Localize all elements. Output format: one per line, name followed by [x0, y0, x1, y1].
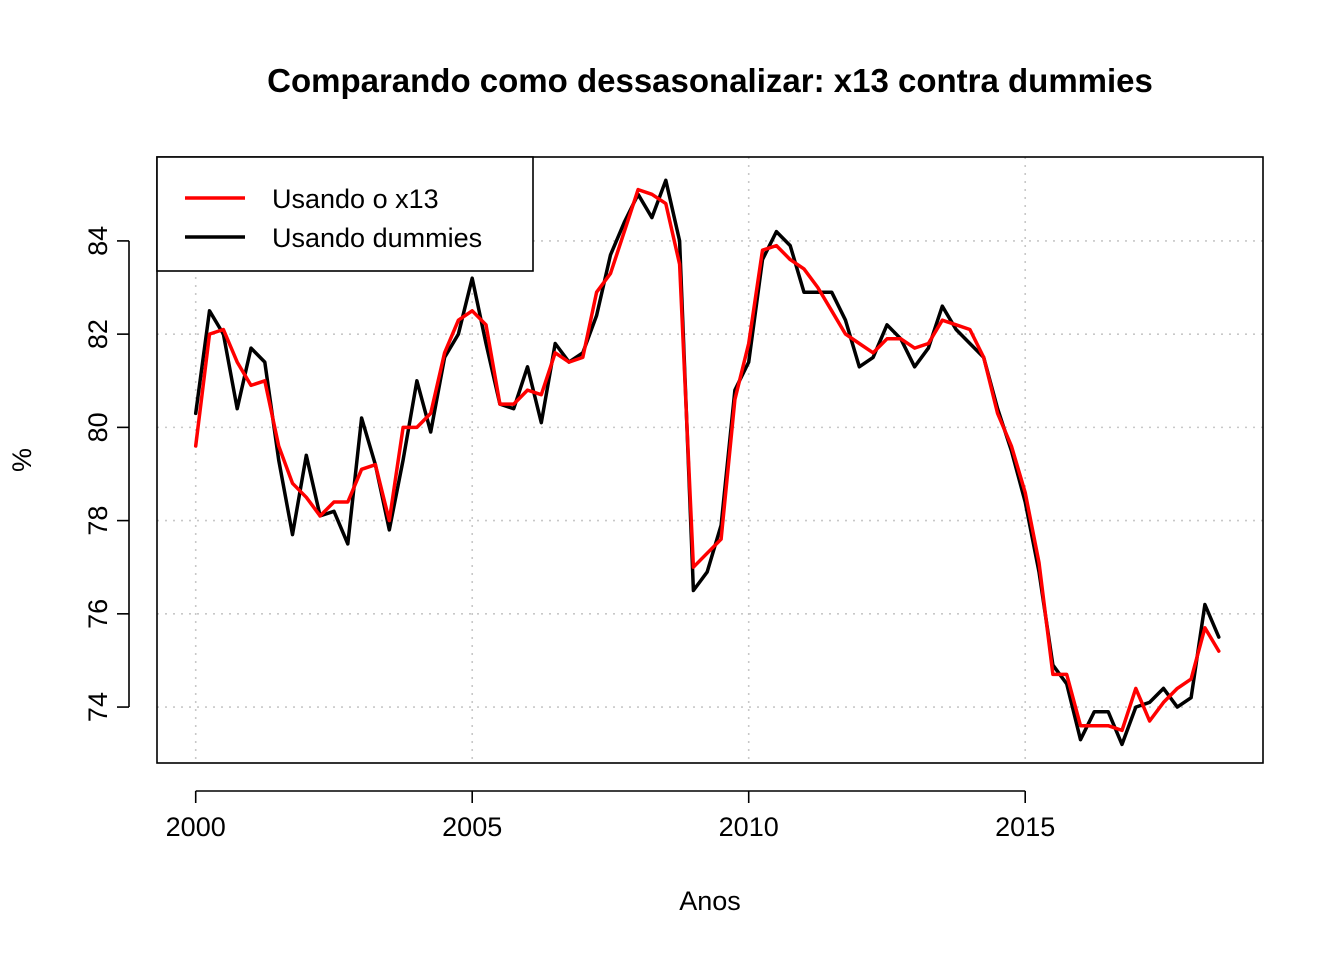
- x-tick-label: 2000: [166, 812, 226, 842]
- x-tick-label: 2005: [442, 812, 502, 842]
- y-tick-label: 82: [83, 319, 113, 349]
- x-axis-label: Anos: [679, 886, 741, 916]
- grid: [157, 157, 1263, 763]
- legend: Usando o x13 Usando dummies: [156, 156, 534, 272]
- y-axis-label: %: [7, 448, 37, 472]
- y-tick-label: 80: [83, 412, 113, 442]
- y-tick-label: 84: [83, 226, 113, 256]
- y-tick-label: 78: [83, 506, 113, 536]
- legend-label-x13: Usando o x13: [272, 184, 439, 214]
- x-tick-label: 2010: [719, 812, 779, 842]
- legend-box: [156, 156, 534, 272]
- chart-title: Comparando como dessasonalizar: x13 cont…: [267, 62, 1153, 99]
- y-tick-label: 76: [83, 599, 113, 629]
- x-axis: 2000 2005 2010 2015: [166, 790, 1055, 842]
- legend-label-dummies: Usando dummies: [272, 223, 482, 253]
- y-tick-label: 74: [83, 692, 113, 722]
- plot-frame: [156, 156, 1264, 764]
- x-tick-label: 2015: [995, 812, 1055, 842]
- series-layer: [193, 178, 1221, 747]
- y-axis: 74 76 78 80 82 84: [83, 226, 130, 722]
- series-line-x13: [193, 187, 1221, 733]
